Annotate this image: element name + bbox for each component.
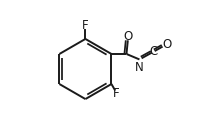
Text: C: C: [149, 45, 157, 58]
Text: F: F: [82, 19, 89, 32]
Text: N: N: [135, 61, 144, 74]
Text: O: O: [124, 30, 133, 43]
Text: O: O: [163, 38, 172, 51]
Text: F: F: [113, 87, 120, 100]
